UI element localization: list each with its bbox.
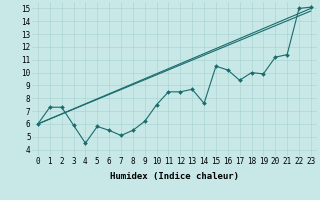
X-axis label: Humidex (Indice chaleur): Humidex (Indice chaleur) [110,172,239,181]
